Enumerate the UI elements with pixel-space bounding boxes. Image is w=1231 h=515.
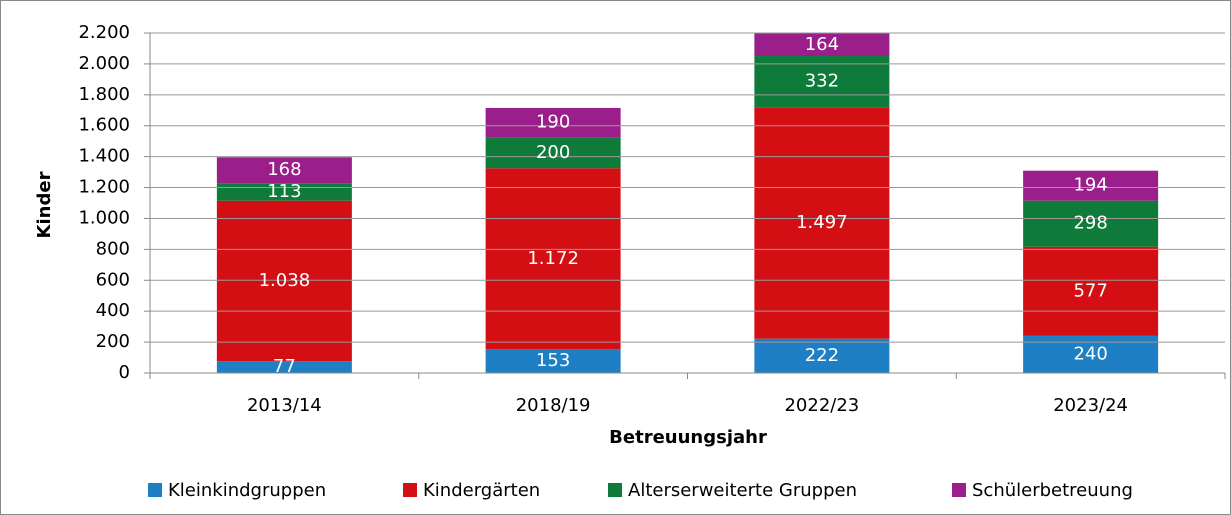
- bar-segment: [485, 168, 621, 350]
- x-tick-label: 2022/23: [784, 395, 859, 416]
- bar-segment: [485, 137, 621, 169]
- y-tick-label: 1.400: [78, 146, 130, 167]
- data-label: 77: [273, 356, 296, 377]
- y-tick-label: 800: [96, 238, 130, 259]
- y-tick-label: 1.000: [78, 207, 130, 228]
- bar-segment: [754, 107, 890, 339]
- data-label: 200: [536, 142, 570, 163]
- x-axis-title: Betreuungsjahr: [609, 427, 767, 448]
- legend-swatch: [148, 483, 162, 497]
- plot: [216, 33, 1159, 373]
- data-label: 240: [1073, 343, 1107, 364]
- bar-segment: [1023, 246, 1159, 336]
- x-tick-label: 2023/24: [1053, 395, 1128, 416]
- data-label: 113: [267, 181, 301, 202]
- legend-label: Kleinkindgruppen: [168, 480, 326, 501]
- y-axis-title: Kinder: [34, 171, 55, 238]
- bar-segment: [1023, 170, 1159, 201]
- bar-segment: [754, 33, 890, 57]
- y-tick-label: 1.600: [78, 115, 130, 136]
- y-tick-label: 2.000: [78, 53, 130, 74]
- data-label: 168: [267, 159, 301, 180]
- bar-segment: [216, 361, 352, 373]
- legend-swatch: [952, 483, 966, 497]
- y-tick-label: 400: [96, 300, 130, 321]
- bar-segment: [485, 107, 621, 138]
- y-tick-label: 0: [119, 362, 130, 383]
- bar-segment: [754, 338, 890, 373]
- data-label: 1.038: [259, 270, 311, 291]
- y-tick-label: 1.200: [78, 177, 130, 198]
- y-tick-label: 2.200: [78, 22, 130, 43]
- legend-label: Alterserweiterte Gruppen: [628, 480, 857, 501]
- data-label: 1.497: [796, 212, 848, 233]
- bar-segment: [216, 200, 352, 362]
- bar-segment: [216, 157, 352, 184]
- bar-segment: [485, 349, 621, 373]
- data-label: 194: [1073, 175, 1107, 196]
- data-label: 1.172: [527, 248, 579, 269]
- x-tick-label: 2013/14: [247, 395, 322, 416]
- data-label: 222: [805, 345, 839, 366]
- bar-segment: [1023, 200, 1159, 247]
- y-tick-label: 200: [96, 331, 130, 352]
- legend-label: Kindergärten: [423, 480, 540, 501]
- data-label: 190: [536, 112, 570, 133]
- y-tick-label: 1.800: [78, 84, 130, 105]
- y-tick-label: 600: [96, 269, 130, 290]
- bar-segment: [754, 56, 890, 108]
- legend-swatch: [608, 483, 622, 497]
- data-label: 164: [805, 34, 839, 55]
- data-label: 298: [1073, 213, 1107, 234]
- legend-swatch: [403, 483, 417, 497]
- data-label: 153: [536, 350, 570, 371]
- data-label: 332: [805, 71, 839, 92]
- legend-label: Schülerbetreuung: [972, 480, 1133, 501]
- x-tick-label: 2018/19: [516, 395, 591, 416]
- data-label: 577: [1073, 280, 1107, 301]
